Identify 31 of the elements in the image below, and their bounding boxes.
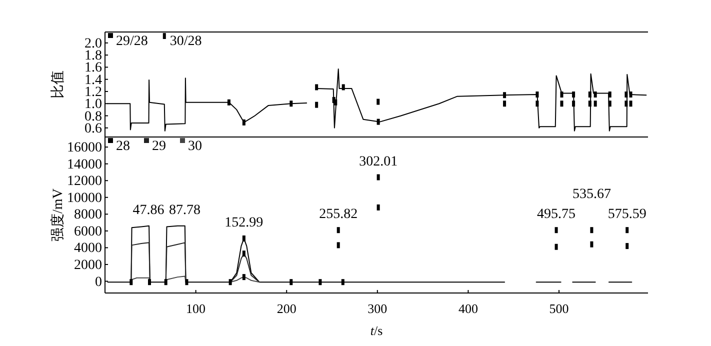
annotation: 302.01 bbox=[359, 154, 398, 170]
y-tick-label: 2.0 bbox=[84, 36, 102, 52]
legend-label: 30 bbox=[188, 139, 202, 154]
annotation: 47.86 bbox=[132, 202, 164, 218]
annotation: 575.59 bbox=[608, 207, 646, 222]
annotation: 495.75 bbox=[537, 207, 576, 222]
x-tick-label: 100 bbox=[186, 301, 206, 316]
legend-label: 30/28 bbox=[170, 34, 202, 49]
y-axis-title: 比值 bbox=[50, 70, 66, 98]
legend-label: 29 bbox=[152, 139, 166, 154]
annotation: 255.82 bbox=[319, 207, 358, 222]
x-tick-label: 300 bbox=[368, 301, 388, 316]
y-axis-title: 强度/mV bbox=[50, 188, 66, 242]
x-tick-label: 400 bbox=[458, 301, 478, 316]
y-tick-label: 12000 bbox=[67, 174, 102, 190]
y-tick-label: 6000 bbox=[74, 224, 102, 240]
y-tick-label: 14000 bbox=[67, 157, 102, 172]
y-tick-label: 0 bbox=[95, 274, 102, 290]
y-tick-label: 4000 bbox=[74, 241, 102, 256]
y-tick-label: 2000 bbox=[74, 258, 102, 273]
y-tick-label: 8000 bbox=[74, 208, 102, 223]
x-axis-title: t/s bbox=[370, 323, 383, 338]
legend-label: 28 bbox=[116, 139, 130, 154]
y-tick-label: 10000 bbox=[67, 190, 102, 206]
x-tick-label: 200 bbox=[276, 301, 296, 316]
annotation: 535.67 bbox=[572, 187, 611, 202]
y-tick-label: 16000 bbox=[67, 140, 102, 156]
annotation: 87.78 bbox=[168, 202, 200, 218]
legend-label: 29/28 bbox=[116, 34, 148, 49]
annotation: 152.99 bbox=[224, 215, 264, 230]
x-tick-label: 500 bbox=[549, 301, 569, 316]
